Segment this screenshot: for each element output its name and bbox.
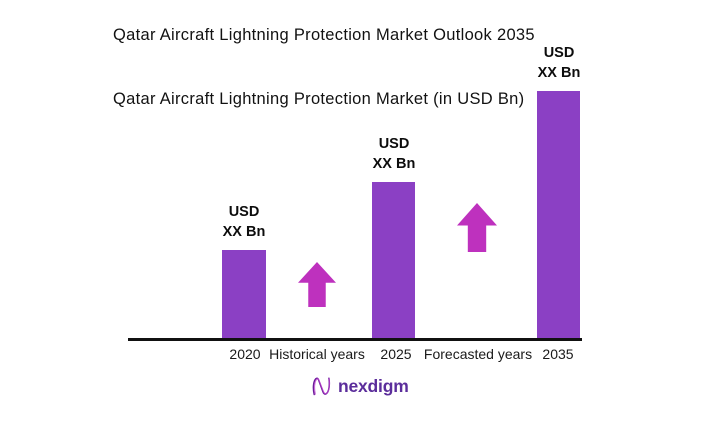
x-label-2035: 2035 xyxy=(542,346,574,362)
growth-up-arrow-icon xyxy=(457,203,497,252)
value-label-2020-line1: USD xyxy=(228,204,260,220)
bar-2025 xyxy=(372,182,415,340)
value-label-2025-line1: USD xyxy=(378,136,410,152)
value-label-2035-line1: USD xyxy=(543,45,575,61)
bar-2020 xyxy=(222,250,266,340)
x-label-2020: 2020 xyxy=(229,346,261,362)
nexdigm-n-wave-icon xyxy=(310,374,332,398)
value-label-2025: USD XX Bn xyxy=(346,134,442,174)
page-title: Qatar Aircraft Lightning Protection Mark… xyxy=(113,26,535,44)
bar-2035 xyxy=(537,91,580,340)
x-axis-line xyxy=(128,338,582,341)
x-label-historical-years: Historical years xyxy=(269,346,365,362)
value-label-2035-line2: XX Bn xyxy=(537,65,581,81)
nexdigm-logo-text: nexdigm xyxy=(338,375,409,396)
value-label-2025-line2: XX Bn xyxy=(372,156,416,172)
nexdigm-logo: nexdigm xyxy=(310,374,409,398)
value-label-2035: USD XX Bn xyxy=(511,43,607,83)
x-label-2025: 2025 xyxy=(380,346,412,362)
growth-up-arrow-icon xyxy=(298,262,336,307)
value-label-2020-line2: XX Bn xyxy=(222,224,266,240)
x-label-forecasted-years: Forecasted years xyxy=(423,346,533,362)
value-label-2020: USD XX Bn xyxy=(196,202,292,242)
chart-subtitle: Qatar Aircraft Lightning Protection Mark… xyxy=(113,90,525,108)
